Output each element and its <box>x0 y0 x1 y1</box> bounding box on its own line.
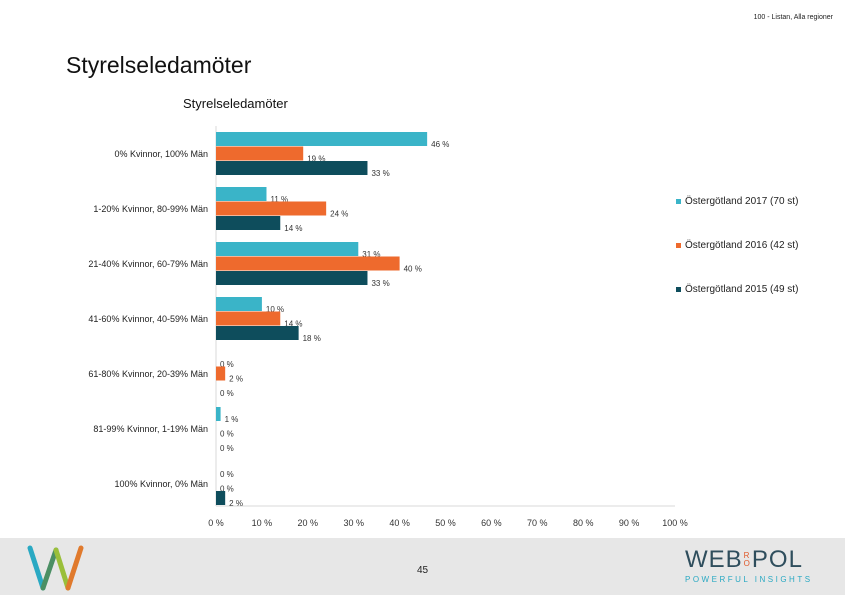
bar-chart: 0 % 10 % 20 % 30 % 40 % 50 % 60 % 70 % 80 % 90 % 1… <box>88 126 798 528</box>
x-tick-label: 20 % <box>298 518 319 528</box>
x-tick-label: 30 % <box>343 518 364 528</box>
webropol-logo: WEB R O POL POWERFUL INSIGHTS <box>685 546 813 584</box>
page-number: 45 <box>416 565 429 576</box>
x-tick-label: 40 % <box>389 518 410 528</box>
data-label: 19 % <box>307 155 325 164</box>
data-label: 31 % <box>362 250 380 259</box>
x-tick-label: 80 % <box>573 518 594 528</box>
bar <box>216 407 221 421</box>
bar <box>216 242 359 256</box>
brand-right: POL <box>751 546 803 573</box>
category-label: 81-99% Kvinnor, 1-19% Män <box>93 424 208 434</box>
data-label: 0 % <box>220 485 234 494</box>
x-tick-label: 90 % <box>619 518 640 528</box>
data-label: 33 % <box>371 279 389 288</box>
data-label: 10 % <box>266 305 284 314</box>
brand-mid-bottom: O <box>743 559 751 568</box>
data-label: 14 % <box>284 224 302 233</box>
brand-left: WEB <box>685 546 743 573</box>
bar <box>216 256 400 271</box>
footer-bar <box>0 538 845 595</box>
bar <box>216 146 304 161</box>
report-note: 100 - Listan, Alla regioner <box>753 14 833 21</box>
legend-swatch <box>676 287 681 292</box>
data-label: 33 % <box>371 169 389 178</box>
category-label: 0% Kvinnor, 100% Män <box>114 149 208 159</box>
x-tick-label: 60 % <box>481 518 502 528</box>
data-label: 0 % <box>220 360 234 369</box>
data-label: 1 % <box>225 415 239 424</box>
x-tick-label: 10 % <box>252 518 273 528</box>
x-tick-label: 100 % <box>662 518 688 528</box>
data-label: 46 % <box>431 140 449 149</box>
legend-label: Östergötland 2017 (70 st) <box>685 195 798 207</box>
data-label: 40 % <box>404 265 422 274</box>
chart-title: Styrelseledamöter <box>183 96 288 111</box>
x-tick-label: 50 % <box>435 518 456 528</box>
bar <box>216 271 368 285</box>
category-label: 1-20% Kvinnor, 80-99% Män <box>93 204 208 214</box>
x-tick-label: 0 % <box>208 518 224 528</box>
brand-tagline: POWERFUL INSIGHTS <box>685 575 813 584</box>
data-label: 2 % <box>229 499 243 508</box>
bar <box>216 132 428 146</box>
data-label: 14 % <box>284 320 302 329</box>
data-label: 11 % <box>270 195 288 204</box>
legend-label: Östergötland 2015 (49 st) <box>685 283 798 295</box>
data-label: 0 % <box>220 470 234 479</box>
data-label: 0 % <box>220 430 234 439</box>
legend-label: Östergötland 2016 (42 st) <box>685 239 798 251</box>
category-label: 100% Kvinnor, 0% Män <box>114 479 208 489</box>
bar <box>216 216 281 230</box>
legend-swatch <box>676 199 681 204</box>
bar <box>216 161 368 175</box>
bar <box>216 311 281 326</box>
bar <box>216 297 262 311</box>
category-label: 21-40% Kvinnor, 60-79% Män <box>88 259 208 269</box>
page-title: Styrelseledamöter <box>66 52 252 78</box>
category-label: 61-80% Kvinnor, 20-39% Män <box>88 369 208 379</box>
category-label: 41-60% Kvinnor, 40-59% Män <box>88 314 208 324</box>
w-logo-icon <box>27 545 84 591</box>
bar <box>216 187 267 201</box>
bar <box>216 366 226 381</box>
brand-mid-top: R <box>743 551 751 560</box>
bar <box>216 326 299 340</box>
data-label: 24 % <box>330 210 348 219</box>
legend-swatch <box>676 243 681 248</box>
data-label: 0 % <box>220 389 234 398</box>
x-tick-label: 70 % <box>527 518 548 528</box>
bar <box>216 491 226 505</box>
bar <box>216 201 327 216</box>
data-label: 0 % <box>220 444 234 453</box>
data-label: 2 % <box>229 375 243 384</box>
data-label: 18 % <box>303 334 321 343</box>
